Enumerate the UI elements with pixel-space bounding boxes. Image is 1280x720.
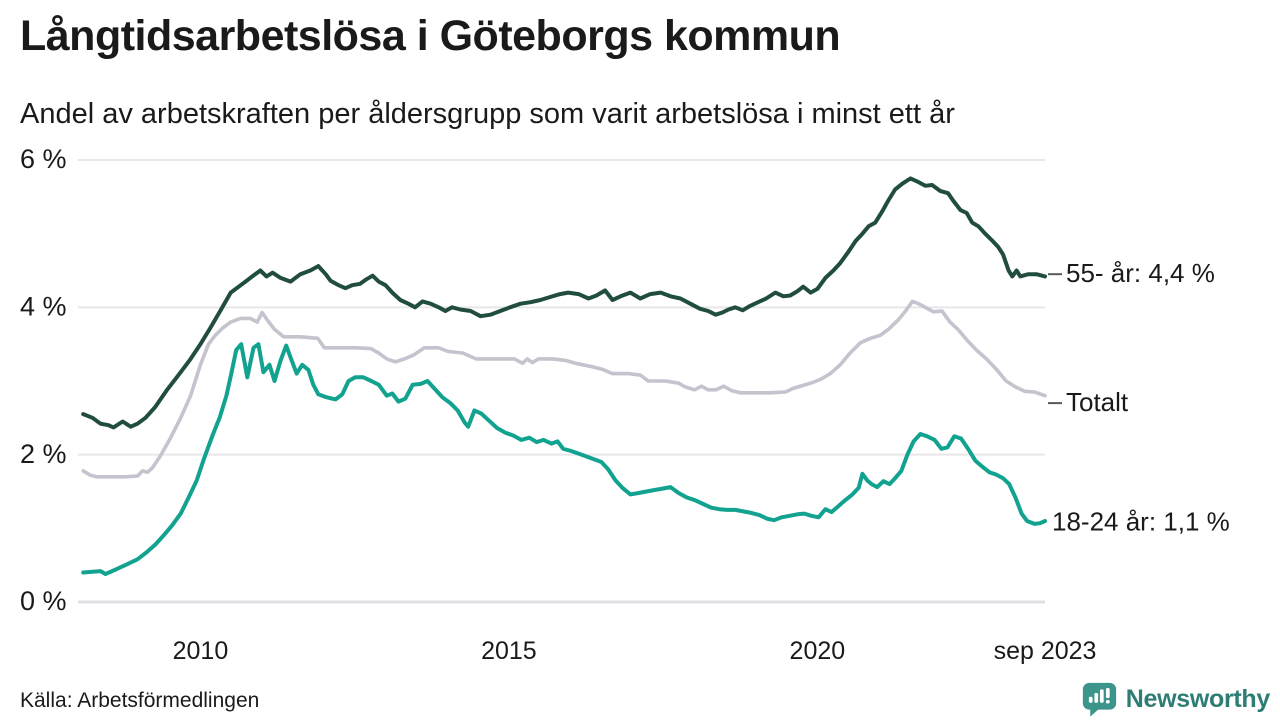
- chart-subtitle: Andel av arbetskraften per åldersgrupp s…: [20, 98, 955, 130]
- series-end-label-18-24: 18-24 år: 1,1 %: [1052, 506, 1230, 536]
- y-tick-label-4: 4 %: [20, 291, 67, 321]
- series-line-55: [81, 176, 1047, 430]
- y-tick-label-2: 2 %: [20, 439, 67, 469]
- y-tick-label-6: 6 %: [20, 144, 67, 174]
- y-tick-label-0: 0 %: [20, 586, 67, 616]
- newsworthy-logo: Newsworthy: [1081, 681, 1270, 718]
- series-end-label-totalt: Totalt: [1066, 387, 1129, 417]
- series-line-totalt: [81, 299, 1047, 479]
- x-tick-label-sep-2023: sep 2023: [994, 637, 1097, 665]
- source-note: Källa: Arbetsförmedlingen: [20, 689, 260, 712]
- page-title: Långtidsarbetslösa i Göteborgs kommun: [20, 12, 841, 60]
- newsworthy-logo-icon: [1082, 682, 1116, 717]
- x-tick-label-2015: 2015: [481, 637, 537, 665]
- series-line-18-24: [81, 342, 1047, 576]
- x-tick-label-2010: 2010: [173, 637, 229, 665]
- newsworthy-logo-text: Newsworthy: [1125, 685, 1271, 713]
- series-end-label-55: 55- år: 4,4 %: [1066, 258, 1215, 288]
- x-tick-label-2020: 2020: [790, 637, 846, 665]
